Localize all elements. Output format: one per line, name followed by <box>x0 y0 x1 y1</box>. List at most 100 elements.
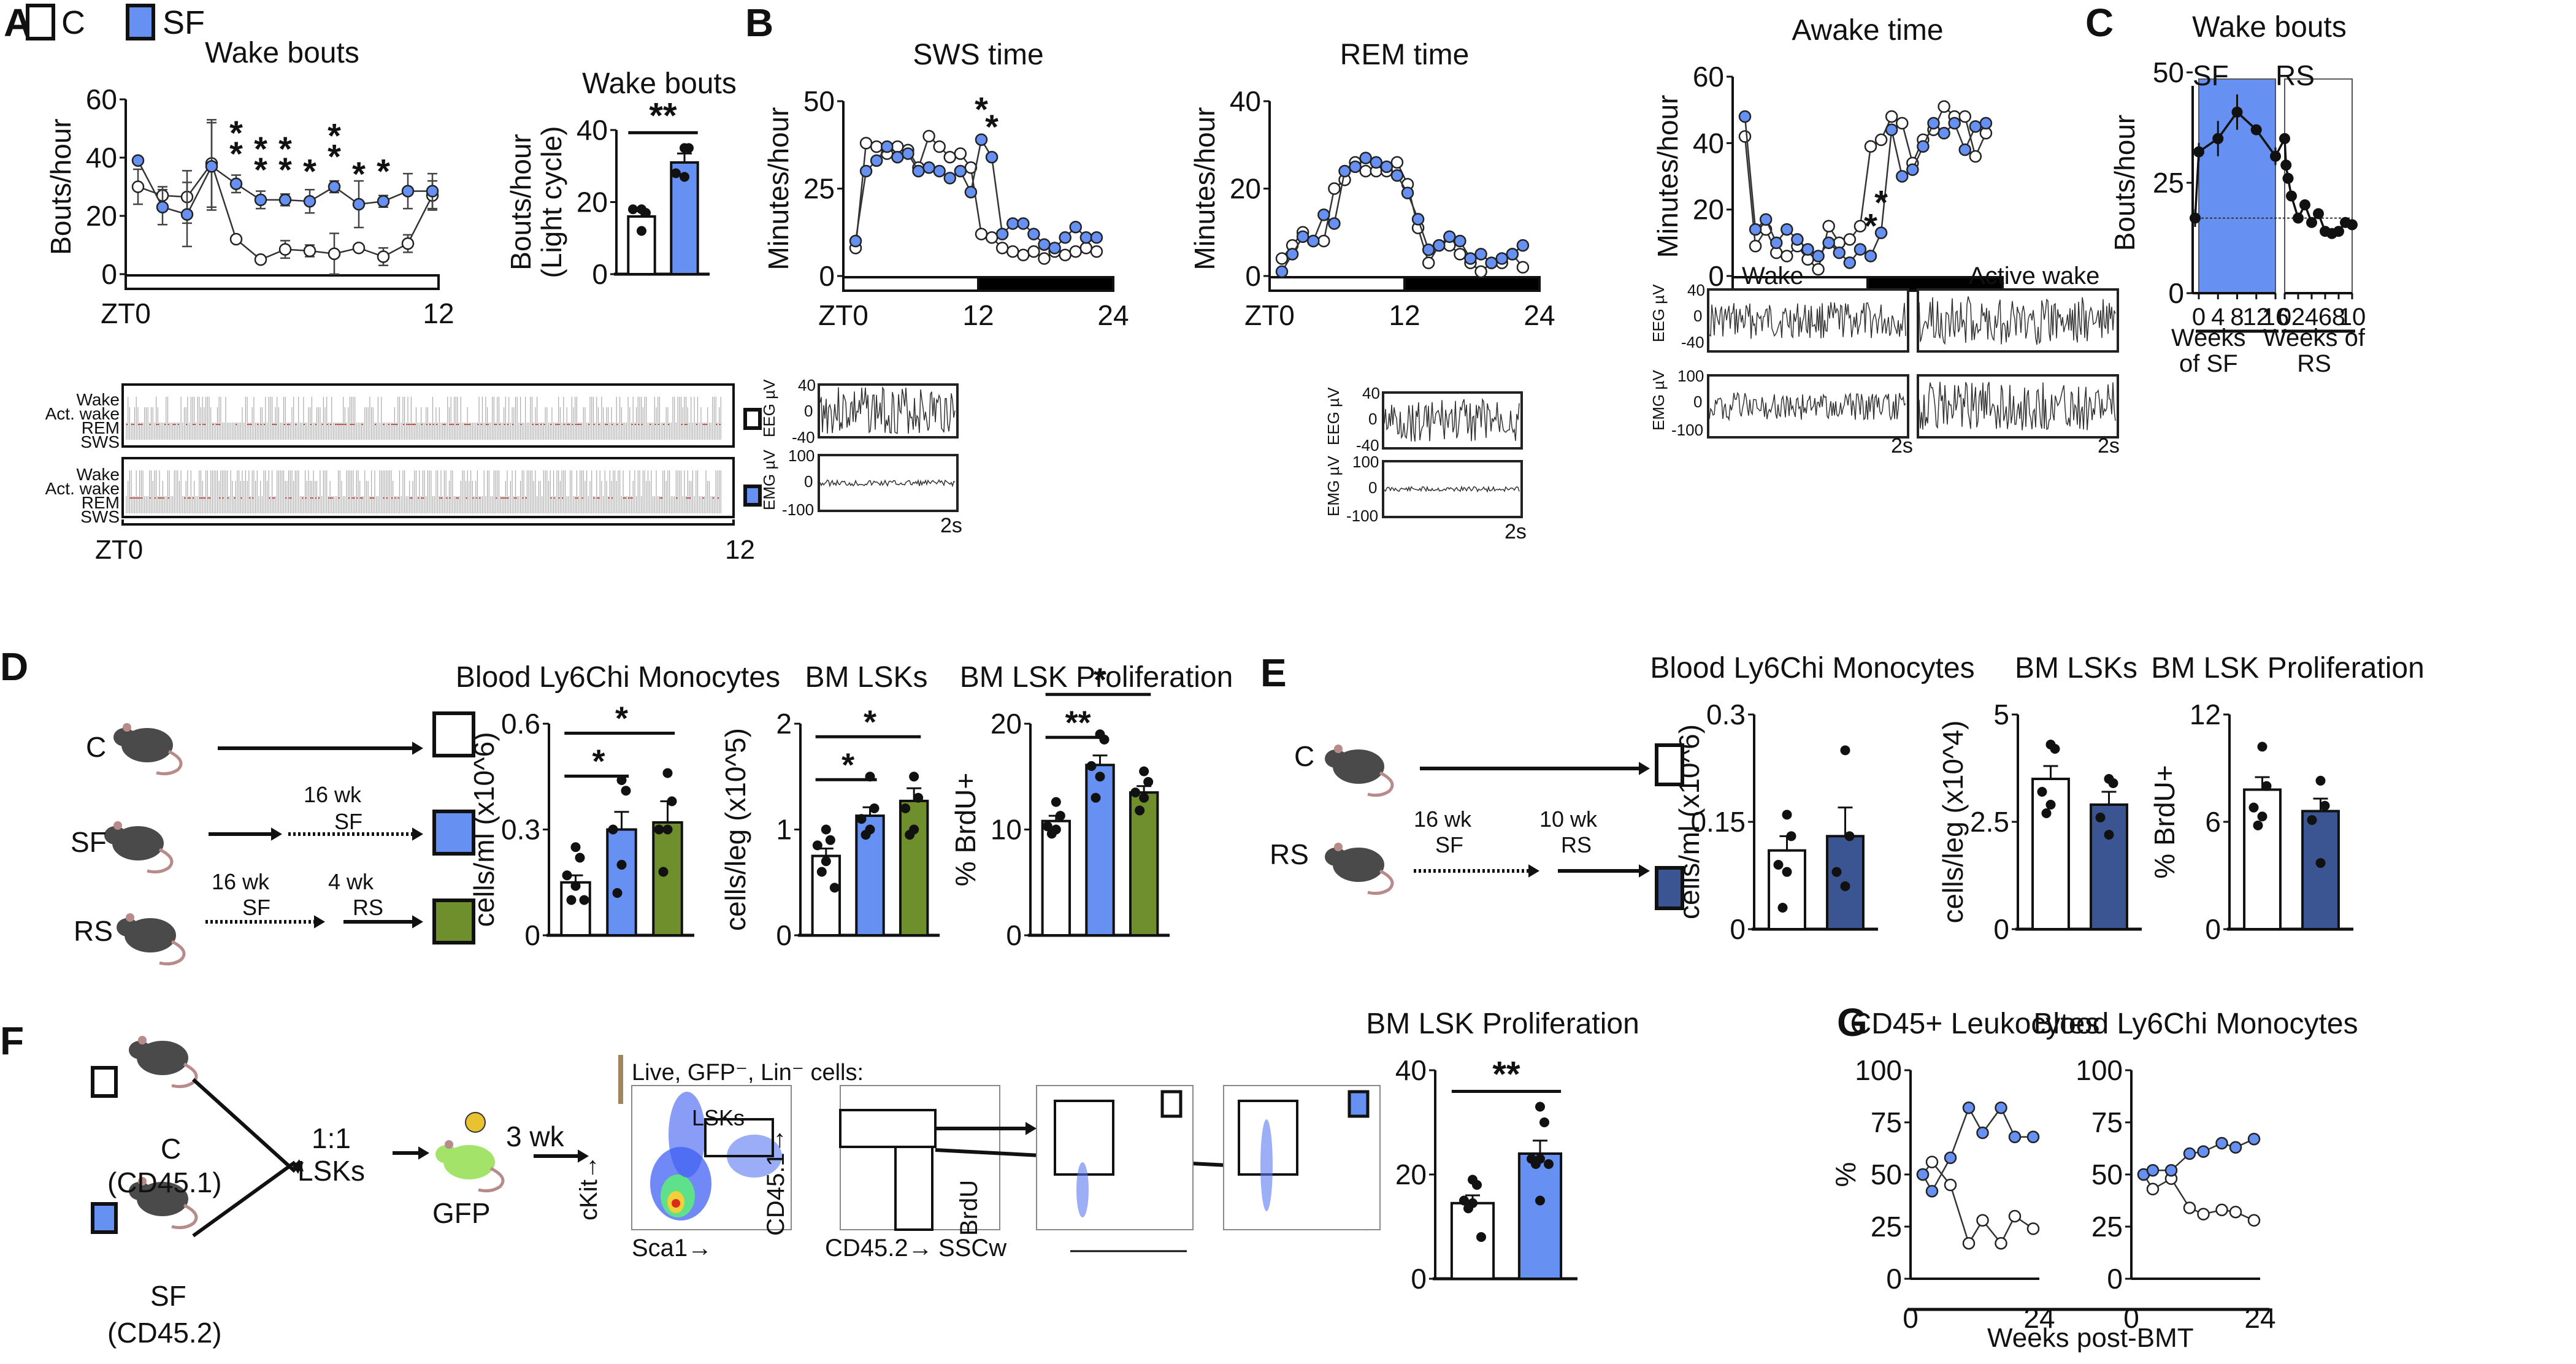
rem-mark <box>394 424 396 425</box>
rem-mark <box>575 424 577 425</box>
flow-density <box>1076 1162 1089 1217</box>
rem-mark <box>504 497 505 499</box>
mouse-tail <box>171 1203 198 1230</box>
data-point-c <box>2183 1201 2196 1214</box>
y-tick-label: 0 <box>1411 1263 1427 1295</box>
f-mix-label: 1:1 LSKs <box>297 1122 365 1187</box>
rem-mark <box>248 424 250 425</box>
rem-mark <box>215 424 217 425</box>
hypnogram-light-bar <box>121 519 735 526</box>
data-point-sf <box>1454 234 1466 248</box>
data-point-c <box>278 243 292 256</box>
data-point <box>856 814 867 824</box>
rem-mark <box>131 424 133 425</box>
data-point <box>2212 133 2224 144</box>
d-arrow-sf1-head <box>271 827 282 841</box>
data-point-sf <box>902 147 914 160</box>
signal-waveform <box>1384 397 1520 442</box>
data-point-c <box>2197 1208 2210 1220</box>
light-phase-bar <box>842 276 979 292</box>
data-point <box>2293 212 2304 224</box>
data-point <box>1831 867 1842 877</box>
eeg-axis-label: EEG µV <box>1324 387 1343 445</box>
hypnogram-stage-labels-sf: Wake Act. wake REM SWS <box>0 466 120 526</box>
data-point-c <box>1328 182 1341 195</box>
rem-mark <box>409 497 411 499</box>
data-point-sf <box>985 150 999 164</box>
data-point <box>2282 172 2294 184</box>
d-rs-sf-duration: 16 wk <box>212 869 270 894</box>
rem-mark <box>477 424 479 425</box>
rem-mark <box>177 424 179 425</box>
data-point-sf <box>1822 236 1835 250</box>
rem-mark <box>129 497 131 499</box>
data-point-sf <box>2183 1147 2196 1160</box>
hypnogram-x-end: 12 <box>725 535 755 565</box>
significance-marker: * <box>975 90 988 129</box>
data-point-sf <box>1349 160 1362 174</box>
rem-mark <box>194 424 196 425</box>
chart-title: SWS time <box>913 39 1043 71</box>
x-tick-label: ZT0 <box>818 299 868 331</box>
y-tick-label: 0.3 <box>501 814 540 846</box>
significance-marker: * <box>254 150 267 189</box>
legend-label-control: C <box>61 4 85 41</box>
emg-trace-sws <box>818 454 959 512</box>
significance-marker: * <box>303 151 316 190</box>
rem-mark <box>479 497 481 499</box>
rem-mark <box>402 424 404 425</box>
flow-density <box>672 1199 680 1208</box>
data-point-sf <box>1286 248 1299 261</box>
legend-swatch-control <box>26 4 55 40</box>
data-point-c <box>954 147 967 160</box>
rem-mark <box>167 424 169 425</box>
d-rs-duration: 4 wk <box>328 869 374 894</box>
data-point-c <box>1969 150 1982 163</box>
data-point-sf <box>1464 252 1477 265</box>
eeg-trace-active-wake <box>1917 288 2119 353</box>
eeg-trace-rem <box>1382 391 1523 450</box>
mouse-ear <box>123 723 131 732</box>
rem-mark <box>611 497 613 499</box>
f-wait-label: 3 wk <box>506 1121 564 1152</box>
rem-mark <box>184 497 186 499</box>
flow-density <box>1260 1119 1273 1211</box>
time-scale-label: 2s <box>2098 434 2120 458</box>
data-point-sf <box>2247 1132 2261 1146</box>
rem-mark <box>413 424 415 425</box>
rem-mark <box>532 424 534 425</box>
data-point <box>905 830 915 840</box>
data-point-c <box>1069 245 1082 258</box>
rem-mark <box>466 424 467 425</box>
mouse-icon <box>117 913 186 966</box>
d-rs-phase: RS <box>353 895 384 920</box>
rem-mark <box>426 424 427 425</box>
y-tick-label: 50 <box>803 85 835 117</box>
data-point-sf <box>278 193 292 207</box>
rem-mark <box>629 497 631 499</box>
rem-mark <box>318 497 320 499</box>
y-tick-label: 2.5 <box>1970 806 2009 838</box>
hypnogram-trace <box>126 397 721 440</box>
c-xgroup-sf: Weeks of SF <box>2171 324 2246 377</box>
hypnogram-sf-swatch <box>743 485 762 507</box>
d-arrow-rs1-head <box>314 915 325 929</box>
data-point-c <box>922 129 935 143</box>
rem-mark <box>581 497 583 499</box>
rem-mark <box>193 497 194 499</box>
rem-mark <box>441 497 442 499</box>
data-point-sf <box>1027 228 1040 240</box>
d-group-sf: SF <box>71 826 107 858</box>
data-point-sf <box>1038 238 1051 251</box>
rem-mark <box>638 424 640 425</box>
mouse-head <box>1325 848 1347 866</box>
emg-trace-active-wake <box>1917 374 2119 439</box>
mouse-tail <box>171 1062 198 1089</box>
y-tick-label: 100 <box>1855 1054 1902 1086</box>
data-point-sf <box>975 133 988 146</box>
data-point-sf <box>352 197 366 211</box>
data-point-c <box>1812 262 1825 276</box>
d-rs-sf-phase: SF <box>242 895 271 920</box>
y-tick-label: 2 <box>776 708 792 740</box>
